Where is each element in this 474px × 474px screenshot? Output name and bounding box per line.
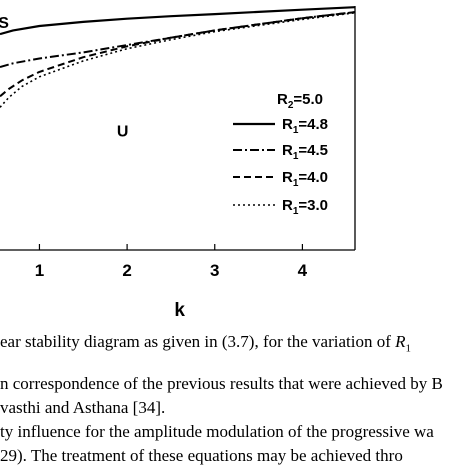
legend-entry-label: R1=4.5	[282, 142, 328, 162]
series-line-solid	[0, 6, 356, 36]
body-line: 29). The treatment of these equations ma…	[0, 446, 403, 465]
legend-entry-label: R1=4.0	[282, 169, 328, 189]
series-line-dotted	[0, 12, 356, 108]
stability-chart: 1 2 3 4 k S U R2=5.0 R1=4.8 R1=4.5 R1=4.0 R1=3.…	[0, 6, 356, 321]
body-line: n correspondence of the previous results…	[0, 374, 443, 393]
legend-entry-label: R1=3.0	[282, 197, 328, 217]
x-ticks: 1 2 3 4	[35, 244, 308, 280]
caption-text: ear stability diagram as given in (3.7),…	[0, 332, 396, 351]
caption-variable-subscript: 1	[405, 342, 412, 355]
legend: R2=5.0 R1=4.8 R1=4.5 R1=4.0 R1=3.0	[233, 91, 328, 217]
plot-frame	[0, 6, 356, 251]
series-line-dashdot	[0, 11, 356, 68]
body-text: n correspondence of the previous results…	[0, 372, 474, 468]
x-axis-label: k	[174, 300, 185, 321]
figure-caption: ear stability diagram as given in (3.7),…	[0, 332, 474, 358]
body-line: ty influence for the amplitude modulatio…	[0, 422, 434, 441]
x-tick-label: 2	[122, 261, 131, 280]
legend-entry-label: R1=4.8	[282, 116, 328, 136]
x-tick-label: 4	[298, 261, 308, 280]
body-line: vasthi and Asthana [34].	[0, 398, 166, 417]
unstable-region-label: U	[117, 123, 129, 140]
stable-region-label: S	[0, 15, 9, 32]
x-tick-label: 1	[35, 261, 44, 280]
series-layer	[0, 6, 356, 108]
caption-variable: R	[395, 332, 406, 351]
x-tick-label: 3	[210, 261, 219, 280]
series-line-dashed	[0, 11, 356, 98]
legend-header: R2=5.0	[277, 91, 323, 111]
